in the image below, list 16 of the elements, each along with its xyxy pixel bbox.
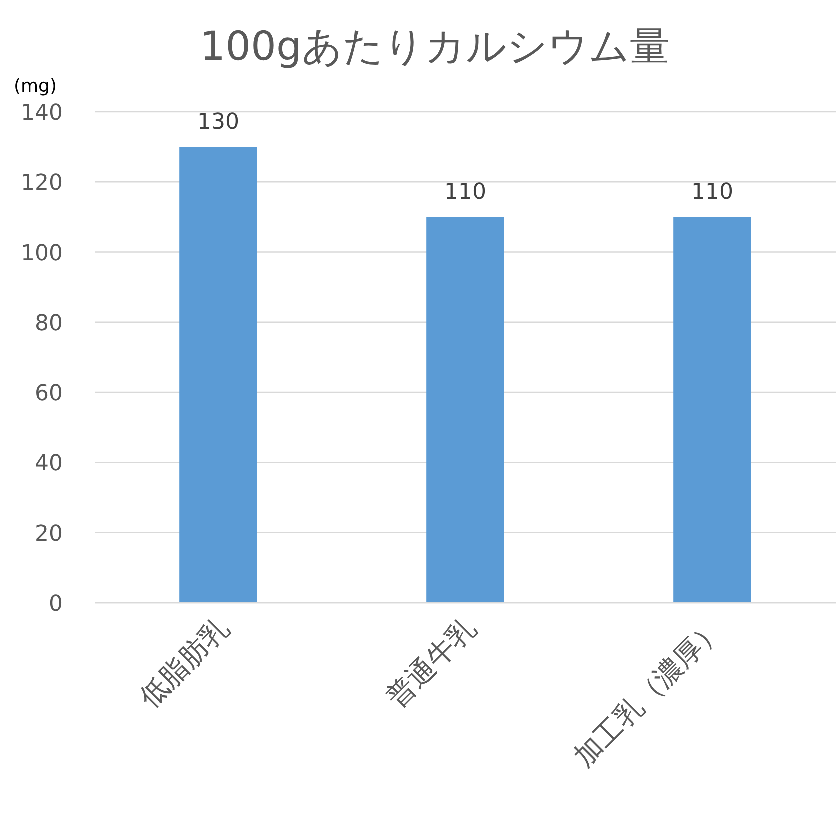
data-label: 110 xyxy=(444,180,486,206)
y-tick-label: 80 xyxy=(35,311,63,336)
y-tick-label: 40 xyxy=(35,452,63,477)
data-label: 130 xyxy=(198,110,240,136)
x-tick-label: 加工乳（濃厚） xyxy=(568,612,730,774)
x-tick-label: 普通牛乳 xyxy=(380,612,482,714)
x-tick-label: 低脂肪乳 xyxy=(132,612,236,714)
data-label: 110 xyxy=(692,180,734,206)
y-tick-label: 120 xyxy=(21,171,63,196)
y-tick-label: 140 xyxy=(21,101,63,126)
y-tick-label: 60 xyxy=(35,382,63,407)
chart-title: 100gあたりカルシウム量 xyxy=(200,24,670,70)
y-tick-label: 0 xyxy=(49,592,63,617)
y-tick-label: 100 xyxy=(21,241,63,266)
y-tick-label: 20 xyxy=(35,522,63,547)
y-axis-title: (mg) xyxy=(14,76,58,97)
